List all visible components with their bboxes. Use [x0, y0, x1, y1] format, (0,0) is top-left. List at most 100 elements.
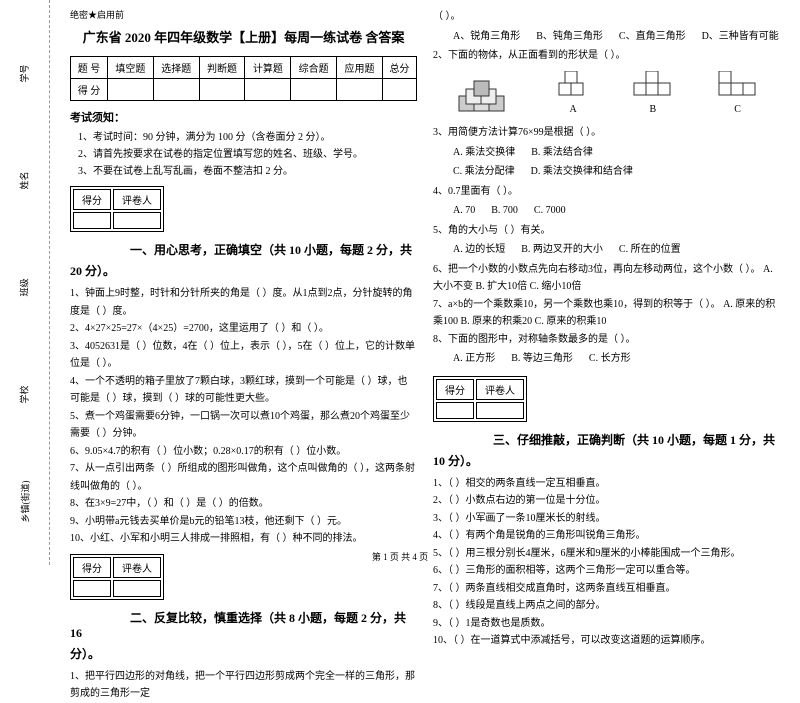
rater-cell: [73, 212, 111, 229]
main-content: 绝密★启用前 广东省 2020 年四年级数学【上册】每周一练试卷 含答案 题 号…: [50, 0, 800, 565]
question-item: 6、9.05×4.7的积有（ ）位小数；0.28×0.17的积有（ ）位小数。: [70, 443, 417, 461]
option-row: A、锐角三角形 B、钝角三角形 C、直角三角形 D、三种皆有可能: [453, 28, 780, 46]
option: B、钝角三角形: [536, 28, 603, 46]
question-item: 9、（ ）1是奇数也是质数。: [433, 615, 780, 633]
cube-a: A: [557, 71, 589, 119]
bind-field: 学校: [18, 385, 31, 403]
rater-cell: [113, 212, 161, 229]
binding-fields: 学号 姓名 班级 学校 乡镇(街道): [0, 10, 49, 565]
score-cell: [382, 79, 416, 101]
section-2-cont: 分）。: [70, 645, 417, 662]
question-item: 4、一个不透明的箱子里放了7颗白球，3颗红球，摸到一个可能是（ ）球，也可能是（…: [70, 373, 417, 408]
bind-field: 姓名: [18, 171, 31, 189]
option: C. 乘法分配律: [453, 163, 515, 181]
question-item: 1、钟面上9时整，时针和分针所夹的角是（ ）度。从1点到2点，分针旋转的角度是（…: [70, 285, 417, 320]
rater-box: 得分评卷人: [70, 186, 164, 232]
cube-icon: [717, 71, 759, 99]
question-item: 7、（ ）两条直线相交成直角时，这两条直线互相垂直。: [433, 580, 780, 598]
cube-c: C: [717, 71, 759, 119]
cube-figures: A B C: [433, 71, 780, 119]
cube-icon: [557, 71, 589, 99]
option: B. 两边叉开的大小: [521, 241, 603, 259]
rater-cell: [73, 580, 111, 597]
notice-list: 1、考试时间：90 分钟，满分为 100 分（含卷面分 2 分）。 2、请首先按…: [78, 129, 417, 180]
bind-field: 班级: [18, 278, 31, 296]
option: B. 700: [491, 202, 518, 220]
section-1-cont: 20 分）。: [70, 262, 417, 279]
cube-b: B: [632, 71, 674, 119]
question-item: 9、小明带a元钱去买单价是b元的铅笔13枝，他还剩下（ ）元。: [70, 513, 417, 531]
question-item: 8、（ ）线段是直线上两点之间的部分。: [433, 597, 780, 615]
score-table: 题 号 填空题 选择题 判断题 计算题 综合题 应用题 总分 得 分: [70, 56, 417, 101]
right-column: （ ）。 A、锐角三角形 B、钝角三角形 C、直角三角形 D、三种皆有可能 2、…: [425, 8, 788, 561]
question-item: 2、（ ）小数点右边的第一位是十分位。: [433, 492, 780, 510]
option: A. 70: [453, 202, 475, 220]
score-header: 总分: [382, 57, 416, 79]
question-item: 2、4×27×25=27×（4×25）=2700，这里运用了（ ）和（ ）。: [70, 320, 417, 338]
exam-title: 广东省 2020 年四年级数学【上册】每周一练试卷 含答案: [70, 27, 417, 46]
question-stem: （ ）。: [433, 8, 780, 26]
cube-icon: [632, 71, 674, 99]
section-2-title: 二、反复比较，慎重选择（共 8 小题，每题 2 分，共 16: [70, 609, 417, 641]
option: D、三种皆有可能: [702, 28, 779, 46]
question-item: 10、（ ）在一道算式中添减括号，可以改变这道题的运算顺序。: [433, 632, 780, 650]
choice-continued: （ ）。 A、锐角三角形 B、钝角三角形 C、直角三角形 D、三种皆有可能 2、…: [433, 8, 780, 368]
cube-label: B: [650, 101, 657, 119]
section-3-title: 三、仔细推敲，正确判断（共 10 小题，每题 1 分，共: [433, 431, 780, 448]
option-row: A. 边的长短 B. 两边叉开的大小 C. 所在的位置: [453, 241, 780, 259]
option: A. 乘法交换律: [453, 144, 515, 162]
table-row: 题 号 填空题 选择题 判断题 计算题 综合题 应用题 总分: [71, 57, 417, 79]
rater-cell: [476, 402, 524, 419]
cube-label: A: [570, 101, 577, 119]
option: C. 所在的位置: [619, 241, 681, 259]
option-row: A. 正方形 B. 等边三角形 C. 长方形: [453, 350, 780, 368]
question-item: 1、（ ）相交的两条直线一定互相垂直。: [433, 475, 780, 493]
question-item: 7、a×b的一个乘数乘10，另一个乘数也乘10，得到的积等于（ ）。 A. 原来…: [433, 296, 780, 331]
rater-box: 得分评卷人: [433, 376, 527, 422]
score-header: 题 号: [71, 57, 108, 79]
question-item: 8、下面的图形中，对称轴条数最多的是（ ）。: [433, 331, 780, 349]
question-item: 1、把平行四边形的对角线，把一个平行四边形剪成两个完全一样的三角形，那剪成的三角…: [70, 668, 417, 703]
question-item: 6、把一个小数的小数点先向右移动3位，再向左移动两位，这个小数（ ）。 A. 大…: [433, 261, 780, 296]
secret-label: 绝密★启用前: [70, 8, 417, 21]
score-cell: [153, 79, 199, 101]
rater-cell: 评卷人: [476, 379, 524, 400]
option-row: A. 70 B. 700 C. 7000: [453, 202, 780, 220]
rater-cell: [436, 402, 474, 419]
score-header: 选择题: [153, 57, 199, 79]
notice-heading: 考试须知：: [70, 109, 417, 125]
score-cell: [199, 79, 245, 101]
question-item: 10、小红、小军和小明三人排成一排照相，有（ ）种不同的排法。: [70, 530, 417, 548]
left-column: 绝密★启用前 广东省 2020 年四年级数学【上册】每周一练试卷 含答案 题 号…: [62, 8, 425, 561]
binding-margin: 学号 姓名 班级 学校 乡镇(街道): [0, 0, 50, 565]
question-item: 8、在3×9=27中，（ ）和（ ）是（ ）的倍数。: [70, 495, 417, 513]
bind-field: 乡镇(街道): [18, 481, 31, 523]
notice-item: 2、请首先按要求在试卷的指定位置填写您的姓名、班级、学号。: [78, 146, 417, 163]
score-header: 综合题: [291, 57, 337, 79]
fill-questions: 1、钟面上9时整，时针和分针所夹的角是（ ）度。从1点到2点，分针旋转的角度是（…: [70, 285, 417, 548]
cube-main: [454, 76, 514, 118]
option-row: C. 乘法分配律 D. 乘法交换律和结合律: [453, 163, 780, 181]
cube-icon: [454, 76, 514, 116]
rater-cell: 得分: [73, 189, 111, 210]
score-header: 应用题: [337, 57, 383, 79]
option: A、锐角三角形: [453, 28, 520, 46]
rater-cell: 得分: [436, 379, 474, 400]
section-1-title: 一、用心思考，正确填空（共 10 小题，每题 2 分，共: [70, 241, 417, 258]
question-item: 5、煮一个鸡蛋需要6分钟，一口锅一次可以煮10个鸡蛋，那么煮20个鸡蛋至少需要（…: [70, 408, 417, 443]
option: B. 等边三角形: [511, 350, 573, 368]
notice-item: 3、不要在试卷上乱写乱画，卷面不整洁扣 2 分。: [78, 163, 417, 180]
option: C. 7000: [534, 202, 566, 220]
choice-questions: 1、把平行四边形的对角线，把一个平行四边形剪成两个完全一样的三角形，那剪成的三角…: [70, 668, 417, 703]
option: C. 长方形: [589, 350, 631, 368]
question-item: 5、角的大小与（ ）有关。: [433, 222, 780, 240]
page-footer: 第 1 页 共 4 页: [0, 550, 800, 563]
cube-label: C: [734, 101, 741, 119]
score-cell: [337, 79, 383, 101]
question-item: 3、用简便方法计算76×99是根据（ ）。: [433, 124, 780, 142]
section-3-cont: 10 分）。: [433, 452, 780, 469]
score-cell: [291, 79, 337, 101]
question-item: 4、0.7里面有（ ）。: [433, 183, 780, 201]
option: B. 乘法结合律: [531, 144, 593, 162]
question-item: 3、（ ）小军画了一条10厘米长的射线。: [433, 510, 780, 528]
